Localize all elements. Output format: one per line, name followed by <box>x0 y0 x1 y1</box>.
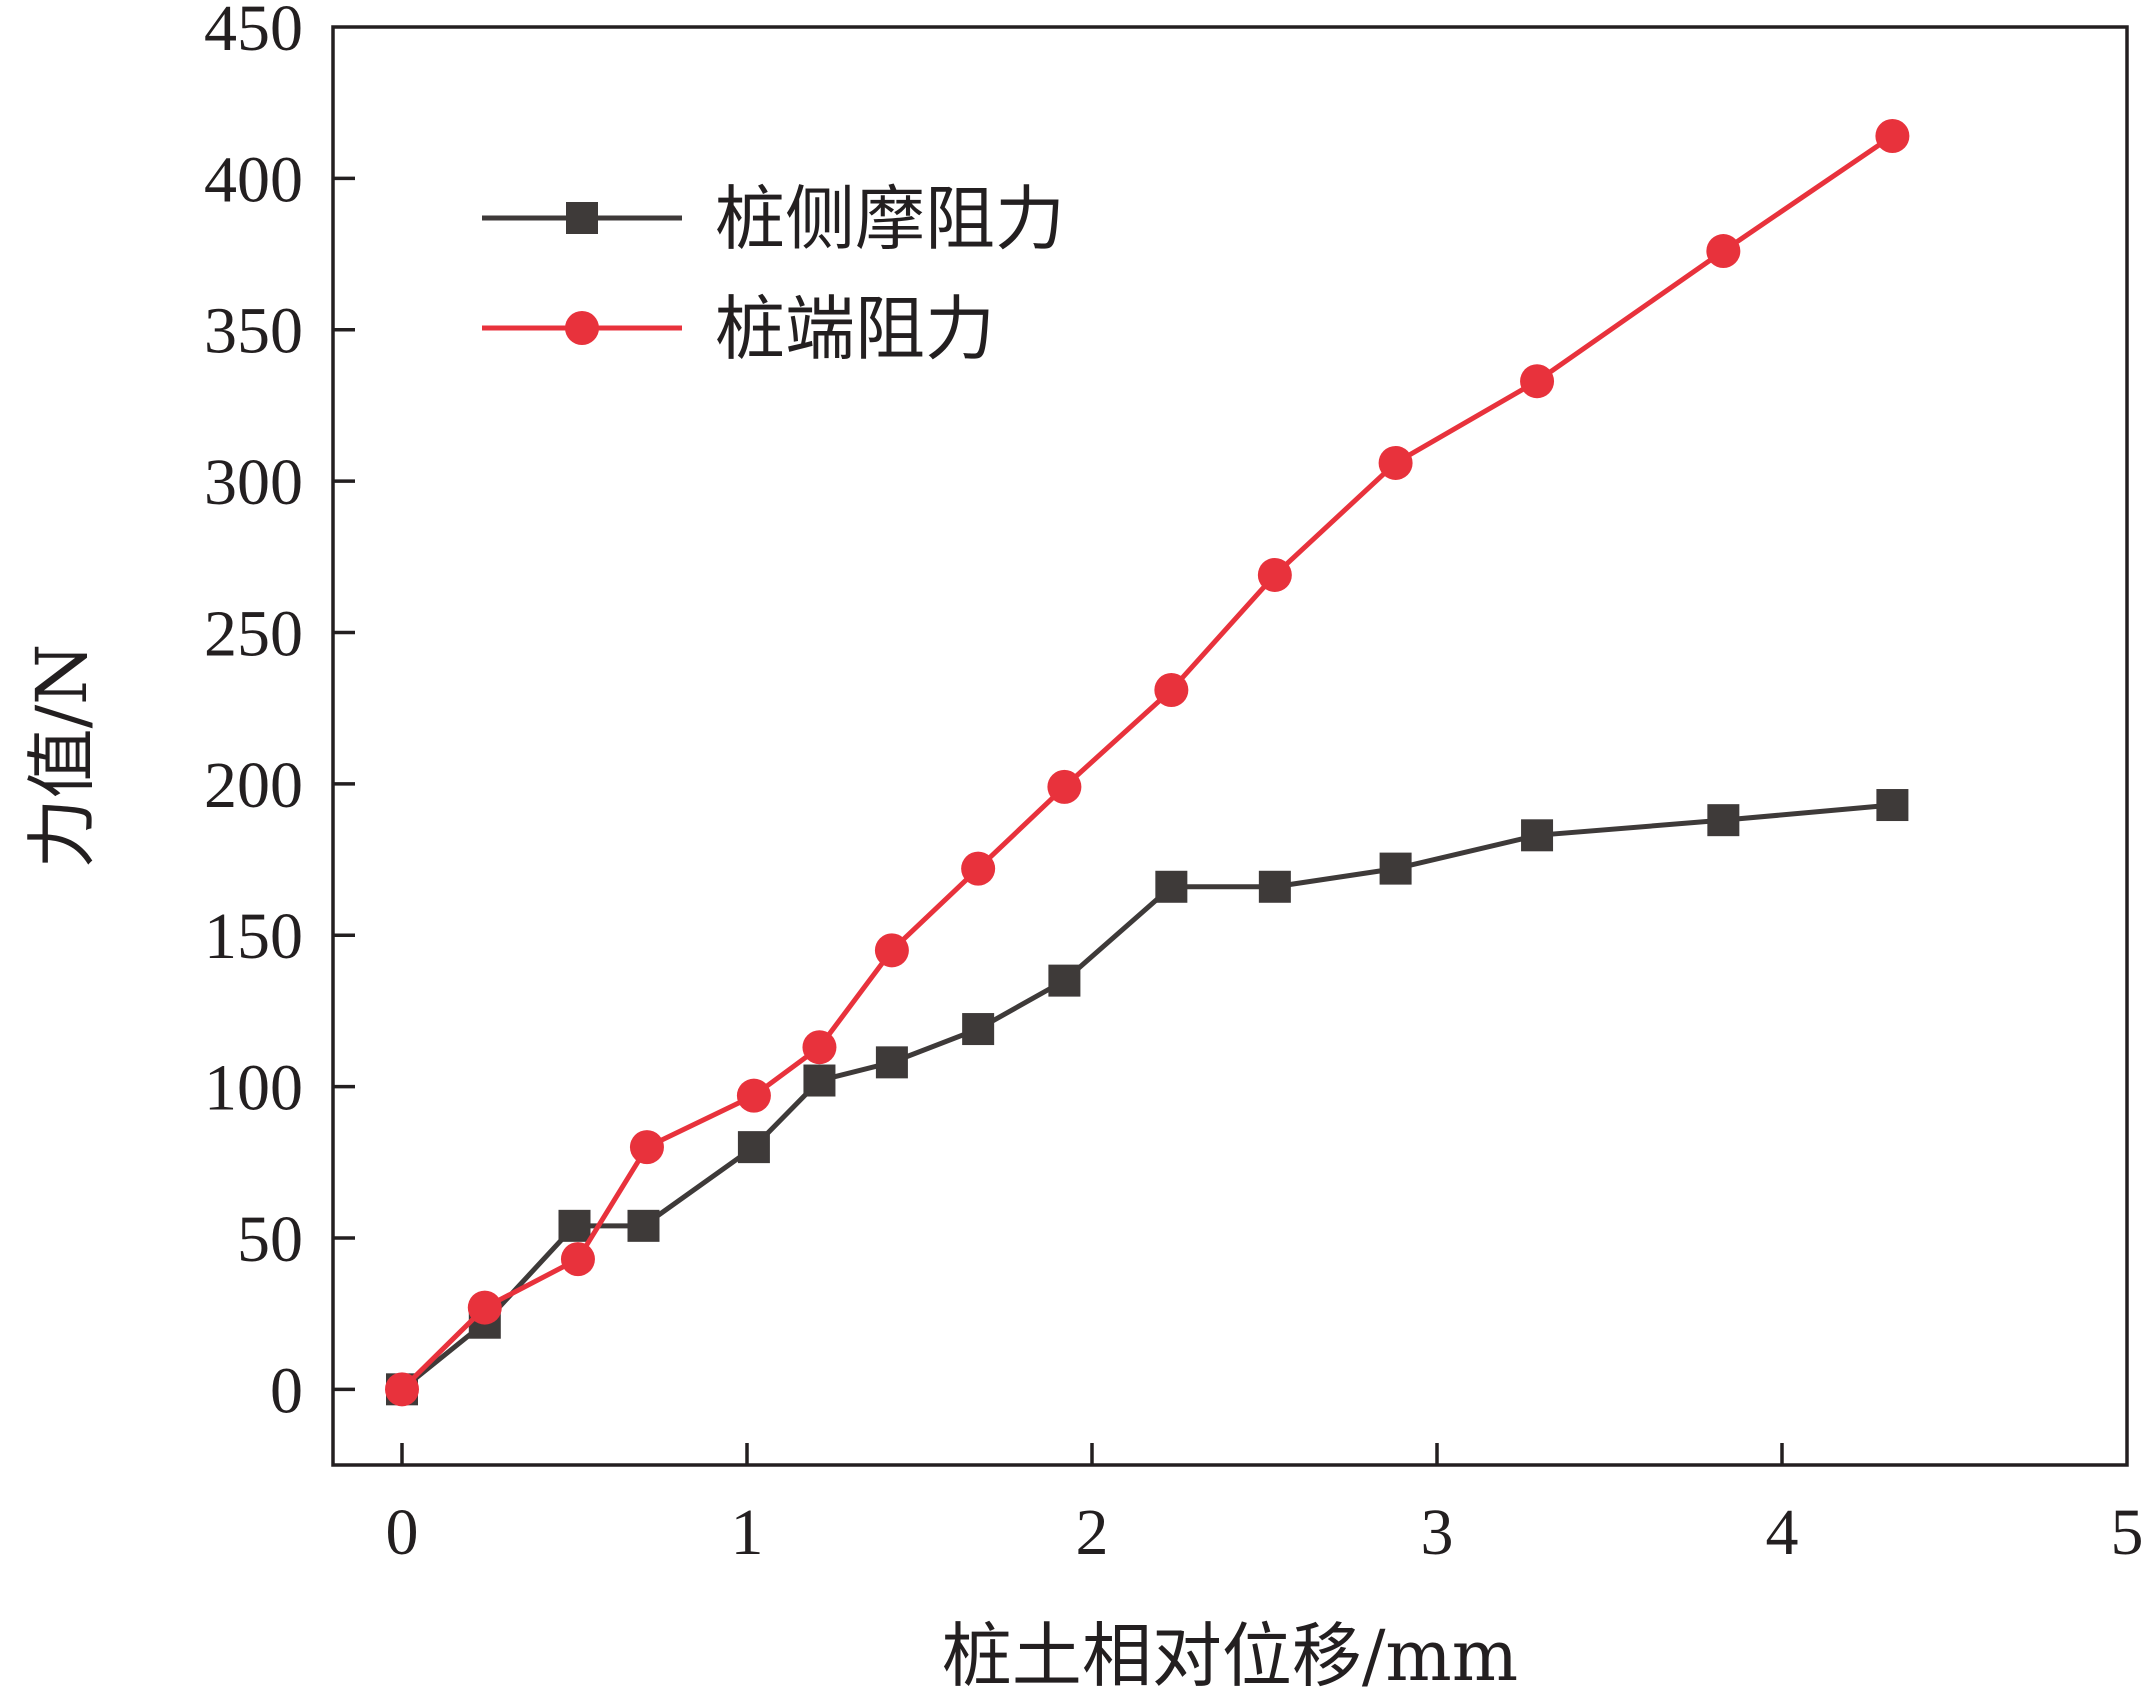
legend-marker <box>566 202 598 234</box>
data-point <box>1154 672 1189 707</box>
legend-label: 桩侧摩阻力 <box>715 178 1065 260</box>
data-point <box>962 1013 995 1046</box>
y-tick-label: 350 <box>204 295 303 368</box>
data-point <box>1047 769 1082 804</box>
y-tick-label: 450 <box>204 0 303 65</box>
y-tick-label: 100 <box>204 1052 303 1125</box>
y-tick-label: 250 <box>204 597 303 670</box>
data-point <box>1258 870 1291 903</box>
x-tick-label: 1 <box>731 1496 764 1569</box>
data-point <box>385 1372 419 1407</box>
data-point <box>802 1030 837 1065</box>
data-point <box>558 1209 591 1242</box>
legend-label: 桩端阻力 <box>715 288 995 370</box>
series-2 <box>385 118 1910 1407</box>
x-tick-label: 0 <box>386 1496 419 1569</box>
x-tick-label: 3 <box>1421 1496 1454 1569</box>
data-point <box>1521 819 1554 852</box>
x-axis-title: 桩土相对位移/mm <box>942 1615 1518 1691</box>
y-tick-label: 0 <box>270 1354 303 1427</box>
y-tick-label: 300 <box>204 446 303 519</box>
legend-marker <box>565 311 599 345</box>
data-point <box>874 933 909 968</box>
data-point <box>1876 789 1909 822</box>
data-point <box>875 1046 908 1079</box>
legend-item-1: 桩侧摩阻力 <box>482 178 1065 260</box>
y-axis-title: 力值/N <box>21 644 103 869</box>
data-point <box>560 1242 595 1277</box>
y-tick-label: 400 <box>204 143 303 216</box>
data-point <box>1875 118 1910 153</box>
y-tick-label: 50 <box>237 1203 303 1276</box>
data-point <box>467 1290 502 1325</box>
series-1 <box>386 789 1909 1406</box>
data-point <box>1048 964 1081 997</box>
series-layer <box>385 118 1910 1407</box>
x-tick-label: 4 <box>1766 1496 1799 1569</box>
data-point <box>1520 364 1555 399</box>
x-tick-label: 5 <box>2111 1496 2144 1569</box>
data-point <box>1155 870 1188 903</box>
legend-item-2: 桩端阻力 <box>482 288 995 370</box>
data-point <box>1379 852 1412 885</box>
data-point <box>1378 445 1413 480</box>
data-point <box>629 1130 664 1165</box>
data-point <box>627 1209 660 1242</box>
plot-frame <box>331 25 2129 1467</box>
data-point <box>1257 557 1292 592</box>
data-point <box>1706 234 1741 269</box>
data-point <box>736 1078 771 1113</box>
data-point <box>803 1064 836 1097</box>
x-tick-label: 2 <box>1076 1496 1109 1569</box>
y-tick-label: 200 <box>204 749 303 822</box>
data-point <box>737 1131 770 1164</box>
data-point <box>961 851 996 886</box>
y-tick-label: 150 <box>204 900 303 973</box>
data-point <box>1707 804 1740 837</box>
series-line <box>400 802 1893 1392</box>
series-line <box>400 133 1894 1392</box>
